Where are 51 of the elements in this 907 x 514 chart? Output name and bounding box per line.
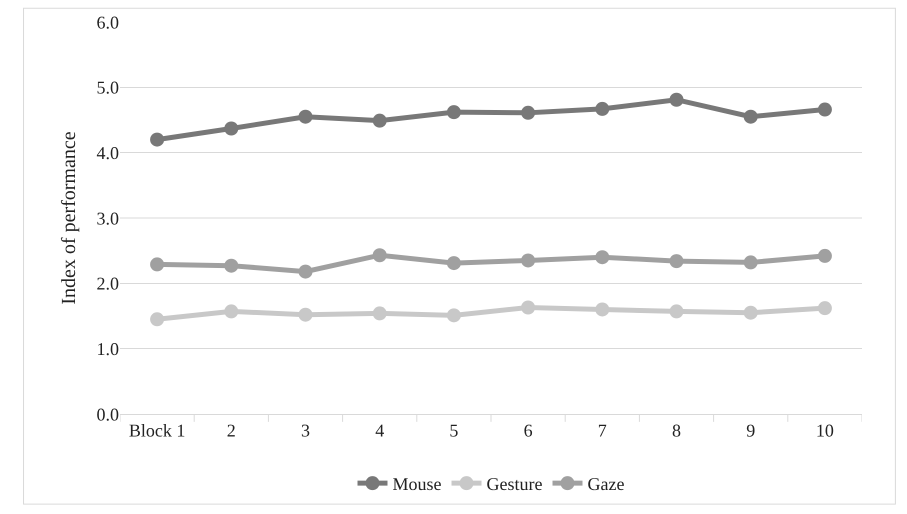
point xyxy=(298,308,312,322)
y-tick-label: 5.0 xyxy=(96,78,119,98)
point xyxy=(595,250,610,264)
point xyxy=(521,253,536,268)
point xyxy=(372,248,387,262)
point xyxy=(224,258,238,273)
y-axis-title: Index of performance xyxy=(58,131,80,305)
point xyxy=(521,106,536,120)
point xyxy=(150,312,164,326)
point xyxy=(595,302,610,316)
x-tick-label: 4 xyxy=(375,420,384,441)
point xyxy=(744,255,758,270)
x-tick-label: 5 xyxy=(449,420,458,441)
point xyxy=(744,306,758,320)
y-tick-label: 1.0 xyxy=(96,338,119,359)
x-tick-label: 10 xyxy=(816,420,834,441)
legend-label: Mouse xyxy=(392,474,442,494)
y-tick-label: 2.0 xyxy=(96,274,119,294)
point xyxy=(372,114,387,128)
point xyxy=(744,110,758,124)
x-tick-label: 6 xyxy=(524,420,533,441)
y-tick-label: 3.0 xyxy=(96,208,119,228)
point xyxy=(224,121,238,136)
point xyxy=(372,306,387,320)
point xyxy=(595,102,610,116)
point xyxy=(818,102,832,117)
point xyxy=(818,301,832,316)
point xyxy=(521,300,536,315)
point xyxy=(670,304,684,318)
point xyxy=(446,105,461,120)
point xyxy=(150,132,164,147)
y-tick-label: 0.0 xyxy=(96,404,119,424)
point xyxy=(670,92,684,107)
point xyxy=(446,308,461,322)
x-tick-label: 3 xyxy=(301,420,310,441)
point xyxy=(150,257,164,272)
x-tick-label: Block 1 xyxy=(128,420,186,441)
point xyxy=(224,304,238,318)
point xyxy=(298,110,312,124)
legend-label: Gesture xyxy=(486,474,542,494)
x-tick-label: 9 xyxy=(746,420,756,441)
point xyxy=(446,256,461,270)
x-tick-label: 7 xyxy=(598,420,607,441)
legend-label: Gaze xyxy=(588,474,624,494)
x-tick-label: 8 xyxy=(672,420,681,441)
point xyxy=(670,254,684,268)
y-tick-label: 4.0 xyxy=(96,142,119,163)
x-tick-label: 2 xyxy=(226,420,236,441)
point xyxy=(818,248,832,263)
y-tick-label: 6.0 xyxy=(96,12,119,32)
point xyxy=(298,264,312,279)
